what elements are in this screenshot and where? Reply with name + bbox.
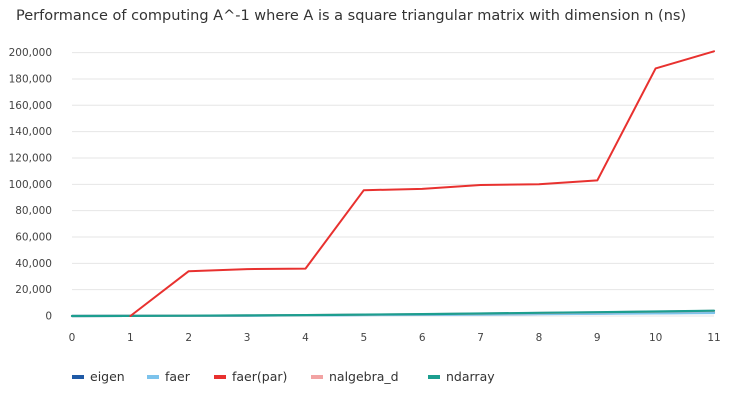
y-tick-label: 120,000 bbox=[9, 152, 52, 164]
x-tick-label: 3 bbox=[244, 332, 251, 344]
y-tick-label: 40,000 bbox=[15, 258, 52, 270]
y-tick-label: 60,000 bbox=[15, 231, 52, 243]
legend-label: faer bbox=[165, 369, 191, 384]
legend-item[interactable]: faer(par) bbox=[214, 369, 287, 384]
series-lines bbox=[70, 50, 716, 318]
legend-label: ndarray bbox=[446, 369, 495, 384]
y-tick-label: 140,000 bbox=[9, 126, 52, 138]
legend-item[interactable]: eigen bbox=[72, 369, 125, 384]
x-tick-label: 7 bbox=[477, 332, 484, 344]
legend-item[interactable]: faer bbox=[147, 369, 191, 384]
y-tick-label: 100,000 bbox=[9, 179, 52, 191]
x-tick-label: 10 bbox=[649, 332, 662, 344]
legend-label: eigen bbox=[90, 369, 125, 384]
legend-item[interactable]: ndarray bbox=[428, 369, 495, 384]
series-line-faer-par bbox=[129, 50, 715, 317]
legend: eigen faer faer(par) nalgebra_d ndarray bbox=[72, 369, 495, 384]
grid-lines bbox=[72, 52, 714, 317]
y-tick-label: 80,000 bbox=[15, 205, 52, 217]
y-tick-label: 0 bbox=[45, 311, 52, 323]
x-tick-label: 8 bbox=[536, 332, 543, 344]
series-line-ndarray bbox=[70, 309, 716, 318]
y-tick-label: 160,000 bbox=[9, 100, 52, 112]
x-tick-label: 5 bbox=[360, 332, 367, 344]
x-tick-label: 11 bbox=[707, 332, 720, 344]
y-tick-label: 180,000 bbox=[9, 73, 52, 85]
legend-item[interactable]: nalgebra_d bbox=[311, 369, 399, 384]
y-tick-label: 20,000 bbox=[15, 284, 52, 296]
x-tick-label: 9 bbox=[594, 332, 601, 344]
chart-title: Performance of computing A^-1 where A is… bbox=[16, 8, 687, 24]
x-tick-label: 2 bbox=[185, 332, 192, 344]
x-tick-label: 1 bbox=[127, 332, 134, 344]
legend-label: nalgebra_d bbox=[329, 369, 399, 384]
x-tick-label: 4 bbox=[302, 332, 309, 344]
axes: 0 20,000 40,000 60,000 80,000 100,000 120,000 1… bbox=[9, 47, 721, 344]
x-tick-label: 0 bbox=[69, 332, 76, 344]
x-tick-label: 6 bbox=[419, 332, 426, 344]
legend-label: faer(par) bbox=[232, 369, 287, 384]
y-tick-label: 200,000 bbox=[9, 47, 52, 59]
